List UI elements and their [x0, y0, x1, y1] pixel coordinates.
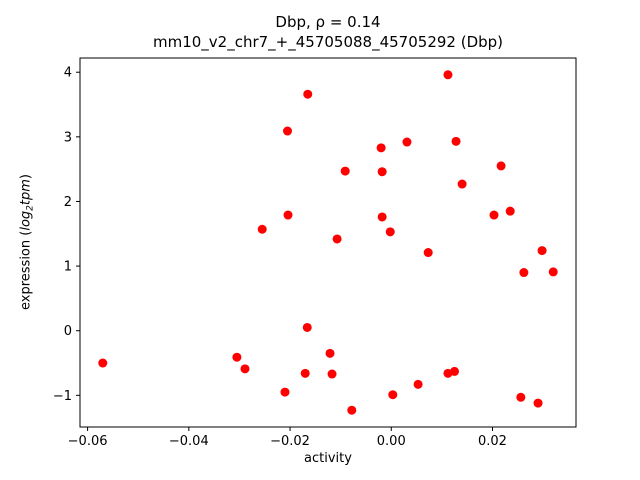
chart-subtitle: mm10_v2_chr7_+_45705088_45705292 (Dbp)	[152, 33, 504, 51]
y-axis-label-subscript: 2	[25, 205, 36, 211]
data-point	[505, 206, 515, 216]
data-point	[537, 246, 547, 256]
axes-box	[79, 57, 577, 428]
data-point	[376, 143, 386, 153]
data-point	[548, 267, 558, 277]
data-point	[280, 387, 290, 397]
y-tick-label: 0	[64, 324, 72, 339]
data-point	[303, 89, 313, 99]
data-point	[516, 392, 526, 402]
data-point	[377, 212, 387, 222]
data-point	[240, 364, 250, 374]
data-point	[388, 390, 398, 400]
data-point	[457, 179, 467, 189]
data-point	[519, 268, 529, 278]
data-point	[385, 227, 395, 237]
data-point	[496, 161, 506, 171]
data-point	[413, 379, 423, 389]
y-tick-label: 3	[64, 130, 72, 145]
data-point	[451, 136, 461, 146]
data-point	[340, 166, 350, 176]
data-point	[327, 369, 337, 379]
data-point	[450, 366, 460, 376]
data-point	[300, 368, 310, 378]
data-point	[98, 358, 108, 368]
y-axis-label-prefix: expression (	[18, 230, 34, 310]
data-point	[302, 322, 312, 332]
x-tick-label: −0.02	[270, 434, 310, 449]
y-axis-label: expression (log2tpm)	[19, 174, 36, 310]
x-tick-label: −0.04	[169, 434, 209, 449]
data-point	[533, 398, 543, 408]
y-tick-label: 1	[64, 260, 72, 275]
data-point	[347, 405, 357, 415]
data-point	[402, 137, 412, 147]
y-axis-label-math: log	[18, 210, 34, 231]
y-tick-label: −1	[53, 389, 72, 404]
data-point	[489, 210, 499, 220]
y-axis-label-math2: tpm	[18, 179, 34, 206]
data-point	[423, 248, 433, 258]
data-point	[332, 234, 342, 244]
x-tick-label: 0.00	[377, 434, 406, 449]
y-tick-label: 2	[64, 195, 72, 210]
data-point	[283, 210, 293, 220]
y-axis-label-suffix: )	[18, 174, 34, 180]
y-tick-label: 4	[64, 66, 72, 81]
x-tick-label: 0.02	[478, 434, 507, 449]
x-axis-label: activity	[304, 451, 352, 466]
chart-title: Dbp, ρ = 0.14	[275, 13, 381, 31]
data-point	[443, 70, 453, 80]
data-point	[257, 224, 267, 234]
data-point	[325, 348, 335, 358]
data-point	[377, 167, 387, 177]
data-point	[283, 126, 293, 136]
data-point	[232, 352, 242, 362]
x-tick-label: −0.06	[68, 434, 108, 449]
